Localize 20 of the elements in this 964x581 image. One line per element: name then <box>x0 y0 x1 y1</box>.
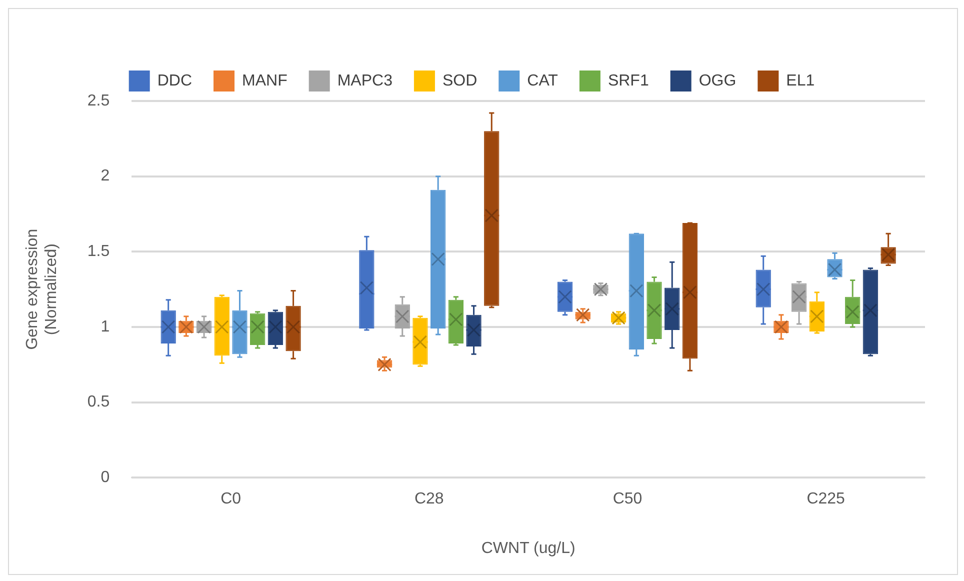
y-tick-label: 1.5 <box>87 243 110 260</box>
legend-label: SRF1 <box>608 72 649 90</box>
y-tick-label: 1 <box>100 318 110 336</box>
x-tick-label: C28 <box>414 490 444 508</box>
y-tick-label: 0 <box>100 469 110 486</box>
legend-label: SOD <box>442 72 478 90</box>
y-tick-label: 0.5 <box>87 394 110 411</box>
legend-label: DDC <box>157 72 192 90</box>
legend-label: EL1 <box>786 72 815 90</box>
y-tick-label: 2.5 <box>87 92 110 110</box>
y-axis-title: Gene expression (Normalized) <box>24 228 60 350</box>
legend-label: CAT <box>527 72 558 90</box>
legend-label: MAPC3 <box>337 72 393 90</box>
x-tick-label: C0 <box>220 490 242 508</box>
x-axis-title: CWNT (ug/L) <box>481 540 576 557</box>
legend-label: MANF <box>242 72 288 90</box>
legend-label: OGG <box>698 72 736 90</box>
y-tick-label: 2 <box>100 168 110 185</box>
x-tick-label: C225 <box>806 490 846 508</box>
x-tick-label: C50 <box>612 490 642 508</box>
